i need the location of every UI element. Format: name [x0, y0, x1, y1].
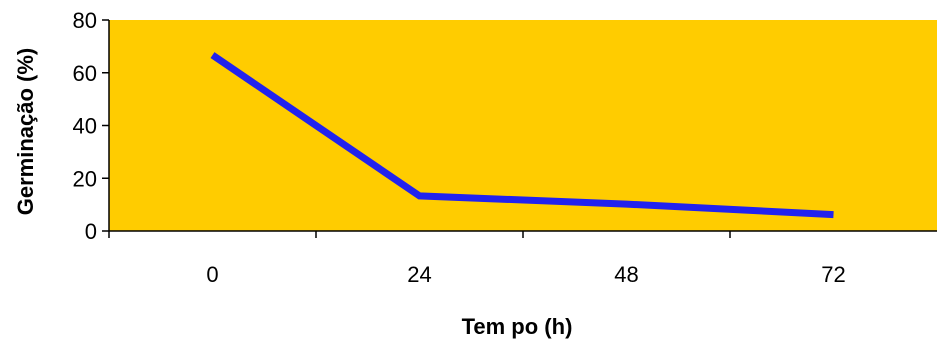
plot-area: [109, 20, 937, 231]
x-tick-label: 72: [821, 262, 845, 287]
series-line: [210, 52, 834, 219]
x-tick-label: 48: [614, 262, 638, 287]
series-group: [210, 52, 834, 219]
x-tick-label: 24: [407, 262, 431, 287]
y-tick-label: 60: [73, 61, 97, 86]
y-tick-label: 0: [85, 219, 97, 244]
y-tick-label: 40: [73, 114, 97, 139]
x-axis-ticks: 0 24 48 72: [108, 231, 846, 287]
y-axis-ticks: 0 20 40 60 80: [73, 8, 109, 244]
y-tick-label: 20: [73, 166, 97, 191]
y-tick-label: 80: [73, 8, 97, 33]
y-axis-title: Germinação (%): [13, 48, 38, 216]
x-axis-title: Tem po (h): [462, 314, 573, 339]
x-tick-label: 0: [206, 262, 218, 287]
